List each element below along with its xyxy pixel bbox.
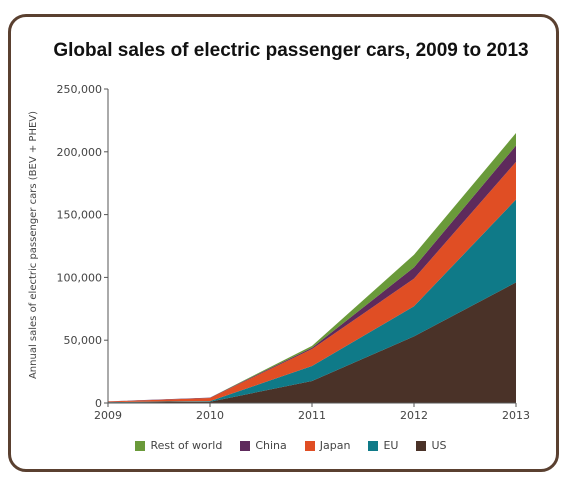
x-tick-label: 2010 bbox=[196, 409, 224, 422]
chart-title: Global sales of electric passenger cars,… bbox=[53, 40, 529, 61]
legend-label: US bbox=[431, 439, 447, 452]
area-eu bbox=[108, 199, 516, 403]
legend-swatch bbox=[240, 440, 251, 451]
y-tick-label: 100,000 bbox=[57, 271, 103, 284]
area-us bbox=[108, 282, 516, 403]
legend-label: China bbox=[255, 439, 287, 452]
legend-swatch bbox=[304, 440, 315, 451]
y-tick-label: 0 bbox=[95, 397, 102, 410]
legend-label: EU bbox=[383, 439, 399, 452]
y-tick-label: 150,000 bbox=[57, 209, 103, 222]
legend-item-us: US bbox=[416, 439, 447, 452]
legend-item-rest-of-world: Rest of world bbox=[135, 439, 222, 452]
y-tick-label: 50,000 bbox=[64, 334, 103, 347]
legend-item-china: China bbox=[240, 439, 287, 452]
legend-swatch bbox=[368, 440, 379, 451]
x-tick-label: 2013 bbox=[502, 409, 530, 422]
legend-swatch bbox=[135, 440, 146, 451]
legend-swatch bbox=[416, 440, 427, 451]
y-axis-label: Annual sales of electric passenger cars … bbox=[28, 111, 39, 379]
area-japan bbox=[108, 161, 516, 403]
legend-item-eu: EU bbox=[368, 439, 398, 452]
y-tick-label: 250,000 bbox=[57, 83, 103, 96]
x-tick-label: 2009 bbox=[94, 409, 122, 422]
legend-item-japan: Japan bbox=[304, 439, 351, 452]
x-tick-label: 2012 bbox=[400, 409, 428, 422]
area-rest-of-world bbox=[108, 132, 516, 402]
legend-label: Rest of world bbox=[150, 439, 223, 452]
legend-label: Japan bbox=[319, 439, 351, 452]
y-tick-label: 200,000 bbox=[57, 146, 103, 159]
x-tick-label: 2011 bbox=[298, 409, 326, 422]
legend: Rest of world China Japan EU US bbox=[0, 439, 582, 452]
